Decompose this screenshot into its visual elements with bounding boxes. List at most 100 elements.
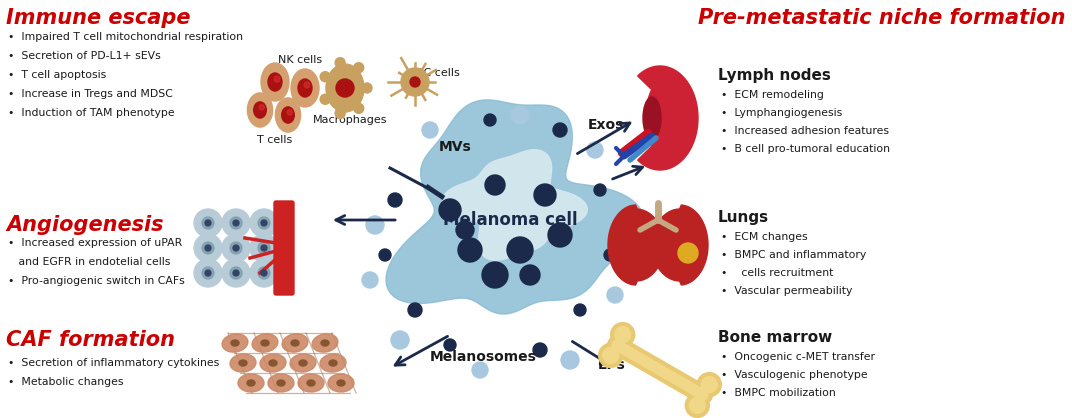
Text: Macrophages: Macrophages	[313, 115, 387, 125]
Circle shape	[458, 238, 482, 262]
Polygon shape	[443, 150, 587, 260]
Circle shape	[336, 79, 354, 97]
Circle shape	[440, 199, 461, 221]
Text: Exos: Exos	[589, 118, 624, 132]
Circle shape	[598, 344, 623, 367]
Ellipse shape	[248, 93, 272, 127]
Circle shape	[685, 393, 710, 418]
Ellipse shape	[307, 380, 315, 386]
Text: •  Induction of TAM phenotype: • Induction of TAM phenotype	[8, 108, 175, 118]
Circle shape	[336, 108, 345, 118]
Circle shape	[507, 237, 533, 263]
Ellipse shape	[260, 340, 269, 346]
Ellipse shape	[259, 104, 265, 110]
Ellipse shape	[328, 374, 354, 392]
Text: •  Lymphangiogenesis: • Lymphangiogenesis	[721, 108, 843, 118]
Circle shape	[472, 362, 488, 378]
Ellipse shape	[282, 107, 295, 123]
Circle shape	[444, 339, 456, 351]
Circle shape	[401, 68, 429, 96]
Ellipse shape	[337, 380, 345, 386]
Circle shape	[614, 326, 630, 343]
Circle shape	[194, 259, 222, 287]
Circle shape	[697, 372, 721, 397]
Circle shape	[533, 343, 547, 357]
Text: Lymph nodes: Lymph nodes	[718, 68, 831, 83]
Circle shape	[260, 220, 267, 226]
Circle shape	[616, 211, 634, 229]
Text: Angiogenesis: Angiogenesis	[6, 215, 164, 235]
Text: •  ECM changes: • ECM changes	[721, 232, 807, 242]
Circle shape	[205, 245, 211, 251]
Circle shape	[205, 270, 211, 276]
Text: •  B cell pro-tumoral education: • B cell pro-tumoral education	[721, 144, 890, 154]
Ellipse shape	[299, 360, 307, 366]
Ellipse shape	[291, 69, 319, 107]
Text: •  Pro-angiogenic switch in CAFs: • Pro-angiogenic switch in CAFs	[8, 276, 184, 286]
Text: •  BMPC and inflammatory: • BMPC and inflammatory	[721, 250, 866, 260]
Circle shape	[611, 323, 635, 347]
Circle shape	[258, 217, 270, 229]
Ellipse shape	[643, 97, 661, 139]
Circle shape	[258, 267, 270, 279]
Text: •  Oncogenic c-MET transfer: • Oncogenic c-MET transfer	[721, 352, 875, 362]
Text: •  Vascular permeability: • Vascular permeability	[721, 286, 852, 296]
Text: •  Increase in Tregs and MDSC: • Increase in Tregs and MDSC	[8, 89, 173, 99]
Circle shape	[574, 304, 586, 316]
Circle shape	[485, 175, 505, 195]
Ellipse shape	[291, 340, 299, 346]
Polygon shape	[608, 205, 664, 285]
Text: •  ECM remodeling: • ECM remodeling	[721, 90, 824, 100]
Circle shape	[205, 220, 211, 226]
Circle shape	[379, 249, 391, 261]
Ellipse shape	[239, 360, 247, 366]
Ellipse shape	[304, 82, 310, 88]
Circle shape	[202, 242, 214, 254]
Ellipse shape	[247, 380, 255, 386]
Ellipse shape	[329, 360, 337, 366]
Circle shape	[336, 58, 345, 68]
Circle shape	[321, 94, 330, 104]
Text: •  Vasculogenic phenotype: • Vasculogenic phenotype	[721, 370, 867, 380]
Circle shape	[260, 245, 267, 251]
Circle shape	[602, 347, 619, 363]
Circle shape	[561, 351, 579, 369]
Text: •  Increased adhesion features: • Increased adhesion features	[721, 126, 889, 136]
Ellipse shape	[230, 340, 239, 346]
Ellipse shape	[260, 354, 286, 372]
Circle shape	[483, 114, 496, 126]
Text: •  Secretion of PD-L1+ sEVs: • Secretion of PD-L1+ sEVs	[8, 51, 161, 61]
Circle shape	[233, 245, 239, 251]
Circle shape	[520, 265, 540, 285]
Circle shape	[701, 377, 717, 393]
Ellipse shape	[282, 334, 308, 352]
Text: T cells: T cells	[257, 135, 293, 145]
Circle shape	[388, 193, 402, 207]
Ellipse shape	[312, 334, 338, 352]
Ellipse shape	[321, 340, 329, 346]
Ellipse shape	[298, 374, 324, 392]
Circle shape	[233, 220, 239, 226]
Circle shape	[553, 123, 567, 137]
Circle shape	[391, 331, 410, 349]
Circle shape	[678, 243, 698, 263]
Text: •  T cell apoptosis: • T cell apoptosis	[8, 70, 106, 80]
Polygon shape	[638, 66, 698, 170]
Text: •  Impaired T cell mitochondrial respiration: • Impaired T cell mitochondrial respirat…	[8, 32, 243, 42]
Circle shape	[250, 234, 278, 262]
Ellipse shape	[222, 334, 248, 352]
Ellipse shape	[277, 380, 285, 386]
Text: CAF formation: CAF formation	[6, 330, 175, 350]
Circle shape	[222, 234, 250, 262]
Circle shape	[230, 267, 242, 279]
Circle shape	[354, 103, 363, 113]
Circle shape	[511, 106, 528, 124]
Text: EPs: EPs	[598, 358, 626, 372]
Ellipse shape	[252, 334, 278, 352]
Ellipse shape	[326, 64, 364, 112]
Ellipse shape	[254, 102, 266, 118]
Polygon shape	[386, 100, 644, 314]
Circle shape	[258, 242, 270, 254]
Circle shape	[548, 223, 572, 247]
Circle shape	[194, 234, 222, 262]
